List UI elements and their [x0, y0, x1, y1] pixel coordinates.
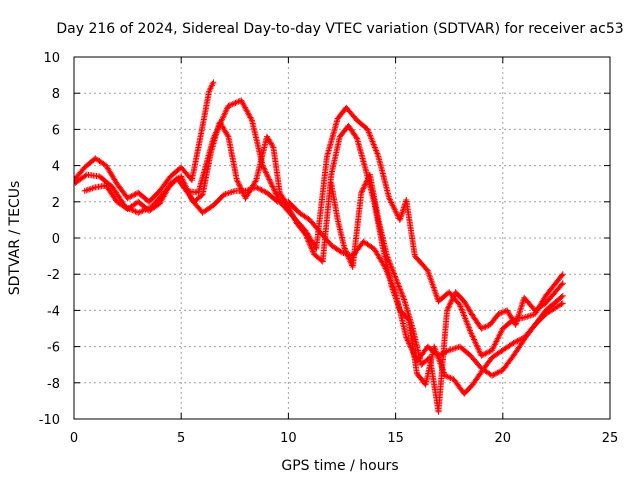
y-tick-label: -10 — [39, 413, 60, 428]
y-tick-label: 8 — [52, 87, 60, 102]
x-tick-label: 25 — [602, 431, 619, 446]
chart-title: Day 216 of 2024, Sidereal Day-to-day VTE… — [56, 21, 623, 37]
y-tick-label: -4 — [47, 304, 60, 319]
x-tick-label: 15 — [387, 431, 404, 446]
y-tick-label: 0 — [52, 232, 60, 247]
series-track-1 — [74, 79, 217, 205]
series-marks — [178, 119, 566, 397]
x-tick-label: 10 — [280, 431, 297, 446]
data-marks — [74, 79, 566, 415]
series-track-4 — [178, 119, 566, 397]
plot-frame — [73, 56, 611, 420]
y-tick-label: 4 — [52, 160, 60, 175]
x-axis-label: GPS time / hours — [281, 458, 398, 474]
y-tick-label: -6 — [47, 341, 60, 356]
y-tick-label: 10 — [43, 51, 60, 66]
y-tick-label: 2 — [52, 196, 60, 211]
series-marks — [328, 171, 566, 415]
y-tick-label: 6 — [52, 123, 60, 138]
axis-ticks: 0 5 10 15 20 25 -10 -8 -6 -4 -2 0 2 4 6 8 10 — [39, 51, 619, 446]
series-track-5 — [328, 171, 566, 415]
x-tick-label: 0 — [70, 431, 78, 446]
y-tick-label: -2 — [47, 268, 60, 283]
series-marks — [74, 79, 217, 205]
y-tick-label: -8 — [47, 377, 60, 392]
y-axis-label: SDTVAR / TECUs — [7, 181, 23, 296]
x-tick-label: 20 — [495, 431, 512, 446]
x-tick-label: 5 — [177, 431, 185, 446]
